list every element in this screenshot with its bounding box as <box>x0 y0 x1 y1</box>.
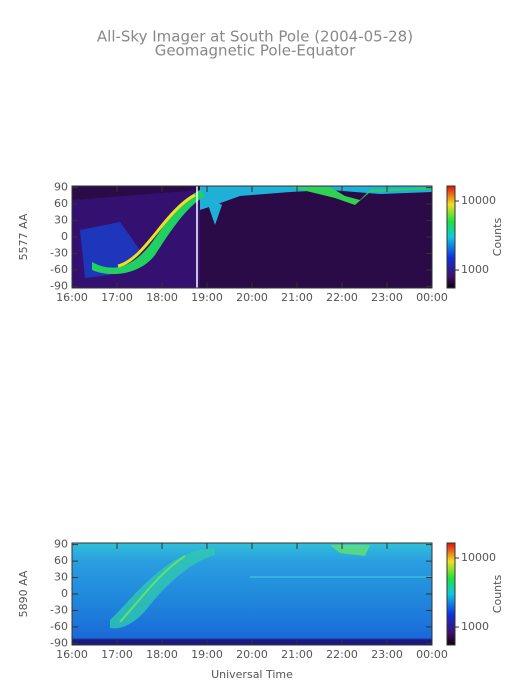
y-tick-label: 60 <box>54 554 68 567</box>
x-tick-label: 22:00 <box>326 291 358 304</box>
y-tick-label: -30 <box>50 603 68 616</box>
x-tick-label: 18:00 <box>146 648 178 661</box>
heatmap-image <box>72 186 432 288</box>
y-tick-label: -90 <box>50 636 68 649</box>
y-axis-label: 5577 AA <box>17 213 30 260</box>
y-tick-label: 90 <box>54 181 68 194</box>
x-tick-label: 22:00 <box>326 648 358 661</box>
y-tick-label: -30 <box>50 246 68 259</box>
colorbar-tick-label: 10000 <box>461 551 496 564</box>
x-tick-label: 20:00 <box>236 291 268 304</box>
x-tick-label: 00:00 <box>416 648 448 661</box>
x-tick-label: 21:00 <box>281 648 313 661</box>
y-tick-label: -60 <box>50 263 68 276</box>
x-tick-label: 20:00 <box>236 648 268 661</box>
x-tick-label: 00:00 <box>416 291 448 304</box>
colorbar-tick-label: 10000 <box>461 194 496 207</box>
x-tick-label: 18:00 <box>146 291 178 304</box>
x-tick-label: 23:00 <box>371 291 403 304</box>
y-axis-label: 5890 AA <box>17 570 30 617</box>
chart-subtitle: Geomagnetic Pole-Equator <box>155 42 356 60</box>
colorbar-label: Counts <box>491 575 504 614</box>
colorbar-tick-label: 1000 <box>461 263 489 276</box>
colorbar-tick-label: 1000 <box>461 620 489 633</box>
y-tick-label: 0 <box>61 587 68 600</box>
x-tick-label: 23:00 <box>371 648 403 661</box>
y-tick-label: -60 <box>50 620 68 633</box>
y-tick-label: 0 <box>61 230 68 243</box>
y-tick-label: 60 <box>54 197 68 210</box>
colorbar <box>446 185 456 289</box>
x-tick-label: 16:00 <box>56 291 88 304</box>
colorbar <box>446 542 456 646</box>
x-tick-label: 19:00 <box>191 648 223 661</box>
colorbar-label: Counts <box>491 218 504 257</box>
x-tick-label: 17:00 <box>101 648 133 661</box>
y-tick-label: 90 <box>54 538 68 551</box>
x-tick-label: 21:00 <box>281 291 313 304</box>
y-tick-label: 30 <box>54 214 68 227</box>
y-tick-label: 30 <box>54 571 68 584</box>
x-tick-label: 16:00 <box>56 648 88 661</box>
heatmap-image <box>72 543 432 645</box>
x-axis-label: Universal Time <box>211 668 293 680</box>
y-tick-label: -90 <box>50 279 68 292</box>
x-tick-label: 17:00 <box>101 291 133 304</box>
x-tick-label: 19:00 <box>191 291 223 304</box>
chart-title: All-Sky Imager at South Pole (2004-05-28… <box>97 28 413 46</box>
